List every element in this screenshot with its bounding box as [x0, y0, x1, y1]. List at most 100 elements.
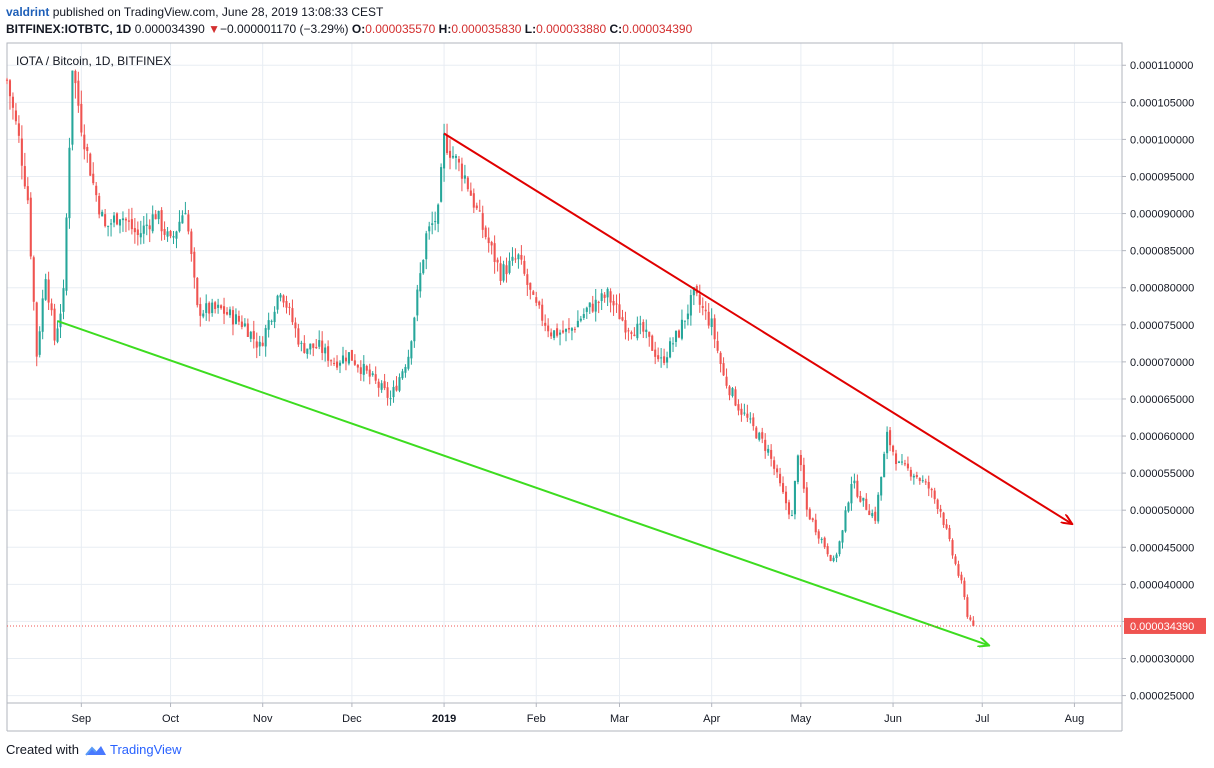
tradingview-brand[interactable]: TradingView	[109, 742, 182, 757]
candle	[240, 315, 243, 330]
y-tick-label: 0.000095000	[1130, 171, 1194, 183]
candle-body	[481, 213, 484, 230]
candle-body	[490, 242, 493, 246]
candle	[874, 506, 877, 524]
candle-body	[380, 383, 383, 390]
close-value: 0.000034390	[622, 22, 693, 36]
candle	[707, 303, 710, 329]
candle-body	[749, 418, 752, 420]
candle	[671, 337, 675, 353]
candle-body	[457, 158, 460, 163]
candle	[300, 340, 303, 352]
candle	[478, 199, 481, 212]
candle	[223, 297, 226, 325]
candle-body	[954, 556, 957, 564]
candle	[710, 308, 713, 336]
candle-body	[683, 320, 686, 322]
candle-body	[169, 230, 172, 237]
candle	[315, 338, 318, 349]
candle	[225, 307, 229, 316]
candle-body	[576, 320, 579, 328]
candle-body	[808, 509, 811, 520]
price-axis[interactable]: 0.000110000 0.000105000 0.000100000 0.00009…	[1122, 60, 1194, 703]
footer: Created with TradingView	[6, 742, 182, 757]
candle-body	[579, 318, 582, 321]
time-axis[interactable]: Sep Oct Nov Dec 2019 Feb Mar Apr May Jun Jul Aug	[72, 703, 1085, 725]
resistance-trendline[interactable]	[443, 132, 1071, 523]
candle-body	[642, 322, 645, 332]
candle-body	[440, 167, 443, 202]
candle	[181, 210, 184, 224]
candle	[303, 335, 306, 354]
candle-body	[942, 512, 945, 525]
candle-body	[300, 342, 303, 344]
candle	[151, 205, 154, 234]
candle	[157, 210, 160, 225]
candle-body	[5, 79, 9, 81]
candle	[547, 318, 550, 338]
candle-body	[511, 256, 514, 261]
candle	[615, 294, 618, 313]
candle-body	[493, 243, 496, 262]
candle-body	[469, 190, 472, 196]
candle	[594, 288, 597, 322]
candle	[877, 492, 880, 524]
candle-body	[502, 264, 505, 281]
candle-body	[740, 408, 743, 415]
candle-body	[945, 524, 948, 529]
candle	[404, 364, 407, 378]
candle	[344, 349, 348, 371]
candle	[330, 359, 333, 366]
price-chart[interactable]: IOTA / Bitcoin, 1D, BITFINEX 0.000110000…	[0, 0, 1214, 740]
candle	[252, 320, 255, 349]
author-name[interactable]: valdrint	[6, 5, 50, 19]
candle-body	[526, 274, 529, 285]
candle	[645, 319, 648, 339]
candle	[318, 330, 321, 350]
candle	[350, 349, 353, 361]
candle-body	[413, 317, 416, 342]
candle	[844, 506, 847, 533]
candle-body	[80, 103, 83, 133]
candle	[666, 351, 669, 369]
y-tick-label: 0.000030000	[1130, 654, 1194, 666]
candle	[669, 337, 672, 359]
candle-body	[594, 299, 597, 312]
candle-body	[909, 469, 912, 477]
candle	[172, 230, 175, 244]
candle	[966, 594, 969, 619]
candle	[98, 192, 101, 219]
candle	[490, 240, 493, 255]
candle-body	[927, 481, 930, 489]
candle	[448, 139, 452, 170]
candle-body	[327, 346, 330, 361]
candle-body	[463, 175, 466, 179]
candle-body	[761, 432, 764, 439]
candle	[395, 376, 398, 392]
candle	[451, 146, 455, 159]
candle-body	[392, 386, 395, 398]
candle-body	[196, 277, 199, 306]
candle-body	[333, 362, 336, 364]
candle	[124, 217, 127, 233]
candle	[5, 77, 9, 85]
x-tick-label: Feb	[527, 713, 546, 725]
publish-info: valdrint published on TradingView.com, J…	[6, 5, 383, 19]
candle-body	[62, 288, 65, 312]
candle-body	[865, 498, 868, 510]
candle	[630, 330, 633, 340]
candle	[443, 123, 446, 182]
candle-body	[223, 306, 226, 314]
x-tick-label: May	[790, 713, 811, 725]
candle	[288, 302, 291, 316]
support-trendline[interactable]	[57, 320, 989, 645]
candle-body	[520, 254, 523, 260]
tradingview-logo-icon[interactable]	[85, 743, 107, 757]
candle-body	[446, 135, 449, 154]
candle	[743, 403, 746, 416]
candle	[118, 219, 122, 234]
candle-body	[454, 155, 458, 158]
candle-body	[101, 211, 104, 217]
candle	[202, 309, 205, 319]
candle-body	[897, 461, 901, 463]
